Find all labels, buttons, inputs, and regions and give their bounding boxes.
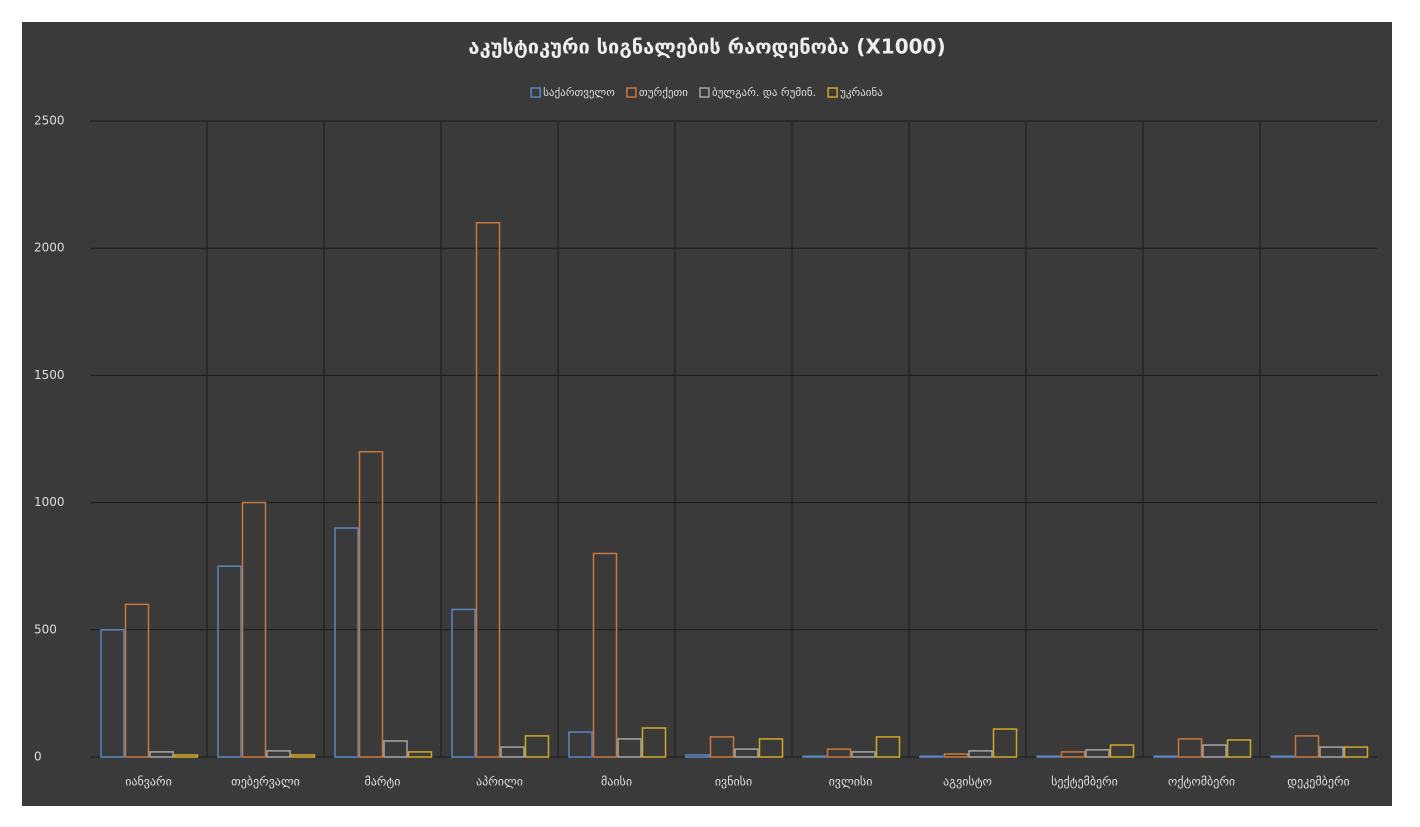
chart-background	[22, 22, 1392, 806]
bar	[266, 750, 291, 758]
bar	[641, 727, 667, 758]
bar	[758, 738, 784, 758]
x-tick-label: ოქტომბერი	[1168, 775, 1235, 789]
chart-title: აკუსტიკური სიგნალების რაოდენობა (X1000)	[468, 35, 945, 59]
bar	[524, 735, 550, 758]
bar	[1202, 744, 1227, 758]
legend-swatch	[626, 87, 637, 98]
bar	[475, 222, 501, 758]
legend-swatch	[699, 87, 710, 98]
legend-swatch	[530, 87, 541, 98]
bar	[1085, 749, 1110, 758]
x-tick-label: სექტემბერი	[1051, 775, 1118, 789]
bar	[943, 753, 969, 758]
bar	[709, 736, 735, 758]
x-tick-label: თებერვალი	[231, 775, 300, 789]
bar	[1177, 738, 1203, 758]
bar	[617, 738, 642, 758]
x-tick-label: აპრილი	[476, 775, 523, 789]
x-tick-label: ივნისი	[715, 775, 752, 789]
x-tick-label: ივლისი	[829, 775, 873, 789]
y-tick-label: 2000	[34, 241, 65, 255]
bar	[1036, 755, 1061, 758]
bar	[407, 751, 433, 758]
bar	[1226, 739, 1252, 758]
y-tick-label: 500	[34, 622, 57, 636]
bar	[383, 740, 408, 758]
bar	[851, 751, 876, 758]
x-tick-label: მარტი	[365, 775, 401, 789]
legend-label: საქართველო	[543, 86, 615, 99]
bar	[568, 731, 593, 758]
bar	[358, 450, 384, 758]
bar	[1343, 746, 1369, 758]
legend-swatch	[827, 87, 838, 98]
bar	[1270, 755, 1295, 758]
bar	[334, 527, 359, 758]
y-tick-label: 1500	[34, 368, 65, 382]
bar	[451, 608, 476, 758]
bar	[968, 750, 993, 758]
bar	[992, 728, 1018, 758]
bar	[1153, 755, 1178, 758]
bar	[802, 755, 827, 758]
y-tick-label: 2500	[34, 114, 65, 128]
bar	[1060, 751, 1086, 758]
bar	[1294, 735, 1320, 758]
bar	[149, 751, 174, 758]
x-tick-label: დეკემბერი	[1287, 775, 1349, 789]
y-tick-label: 1000	[34, 495, 65, 509]
legend-label: უკრაინა	[840, 86, 883, 99]
legend-label: ბულგარ. და რუმინ.	[712, 86, 816, 99]
bar	[734, 748, 759, 758]
legend-label: თურქეთი	[639, 86, 688, 99]
bar	[500, 746, 525, 758]
x-tick-label: იანვარი	[125, 775, 172, 789]
bar	[290, 754, 316, 758]
bar	[1109, 744, 1135, 758]
x-tick-label: აგვისტო	[943, 775, 992, 789]
bar	[1319, 746, 1344, 758]
x-tick-label: მაისი	[601, 775, 632, 789]
bar	[124, 603, 150, 758]
bar	[217, 565, 242, 758]
bar	[919, 755, 944, 758]
bar	[100, 629, 125, 758]
bar	[592, 552, 618, 758]
bar	[173, 754, 199, 758]
y-tick-label: 0	[34, 750, 42, 764]
bar	[241, 501, 267, 758]
bar	[875, 736, 901, 758]
bar	[685, 754, 710, 758]
bar	[826, 748, 852, 758]
